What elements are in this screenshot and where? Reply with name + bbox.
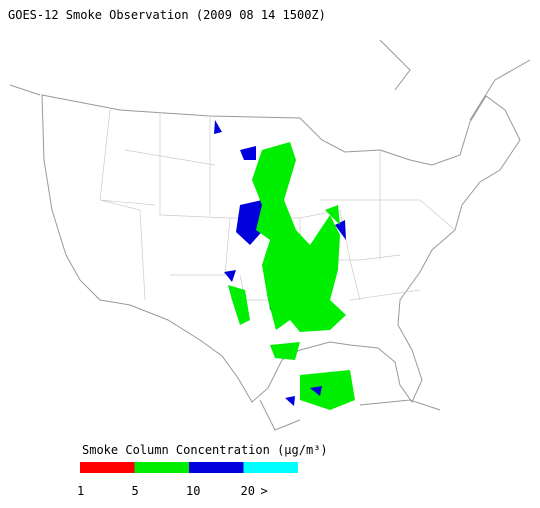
- legend-swatch: [80, 462, 135, 473]
- smoke-heavy-gulf: [285, 386, 322, 406]
- legend: 1 5 10 20 >: [77, 462, 298, 498]
- country-outline: [41, 94, 521, 404]
- smoke-moderate: [228, 142, 355, 410]
- legend-label: 1: [77, 484, 84, 498]
- smoke: [214, 120, 355, 410]
- legend-label: 10: [186, 484, 200, 498]
- title: GOES-12 Smoke Observation (2009 08 14 15…: [8, 8, 326, 22]
- legend-label: >: [261, 484, 268, 498]
- canada-coast: [9, 39, 531, 431]
- legend-label: 5: [132, 484, 139, 498]
- legend-swatch: [134, 462, 189, 473]
- legend-label: 20: [241, 484, 255, 498]
- legend-swatch: [189, 462, 244, 473]
- legend-swatch: [243, 462, 298, 473]
- legend-title: Smoke Column Concentration (µg/m³): [82, 443, 328, 457]
